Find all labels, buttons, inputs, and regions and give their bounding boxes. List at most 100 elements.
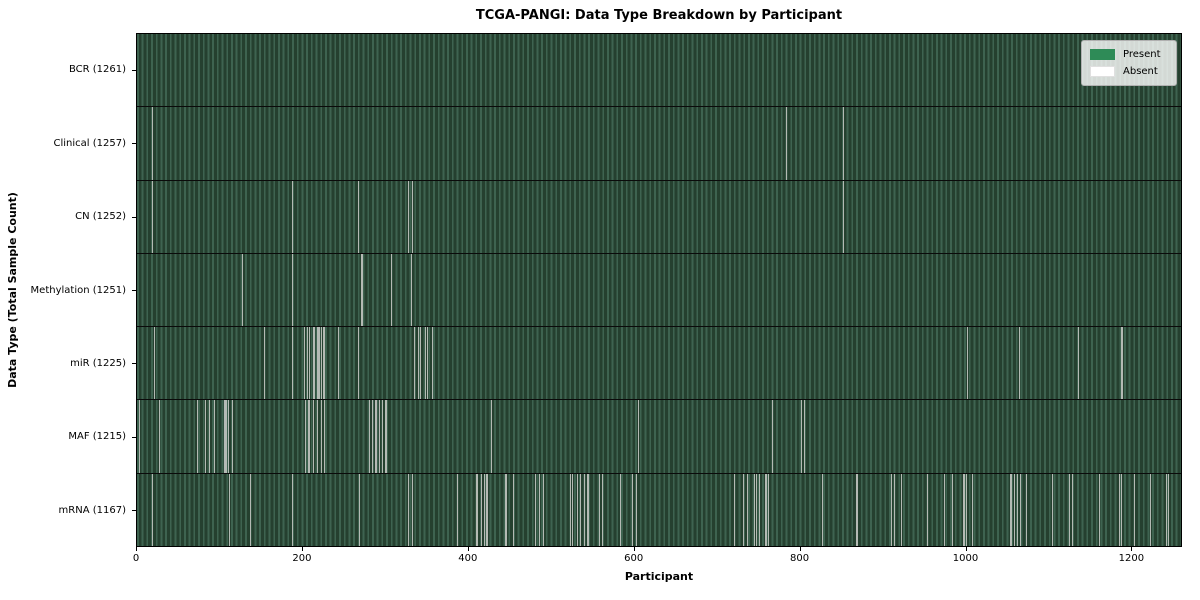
absent-mark	[542, 473, 544, 546]
absent-mark	[264, 327, 266, 400]
legend-item-absent: Absent	[1090, 63, 1168, 80]
absent-mark	[413, 327, 415, 400]
absent-mark	[1133, 473, 1136, 546]
absent-mark	[312, 400, 314, 473]
absent-mark	[1026, 473, 1028, 546]
absent-mark	[361, 253, 363, 327]
absent-mark	[619, 473, 621, 546]
x-tick-mark	[1131, 547, 1133, 551]
absent-mark	[756, 473, 758, 546]
absent-mark	[158, 400, 160, 473]
plot-area	[136, 33, 1182, 547]
y-tick-label-mrna: mRNA (1167)	[58, 504, 126, 516]
absent-mark	[420, 327, 422, 400]
absent-mark	[926, 473, 928, 546]
absent-mark	[204, 400, 207, 473]
x-tick-label-1000: 1000	[952, 553, 979, 564]
heatmap-row-mrna	[137, 473, 1181, 546]
y-tick-label-maf: MAF (1215)	[68, 431, 126, 443]
y-tick-label-bcr: BCR (1261)	[68, 64, 126, 76]
y-tick-mark	[132, 510, 136, 512]
absent-mark	[338, 327, 340, 400]
absent-mark	[228, 473, 230, 546]
absent-mark	[153, 327, 155, 400]
x-tick-label-200: 200	[292, 553, 312, 564]
absent-mark	[843, 107, 845, 180]
absent-mark	[579, 473, 581, 546]
absent-mark	[1019, 473, 1021, 546]
x-axis-label: Participant	[624, 570, 694, 583]
absent-mark	[378, 400, 380, 473]
absent-mark	[372, 400, 374, 473]
absent-mark	[1017, 473, 1019, 546]
absent-mark	[358, 180, 360, 253]
absent-mark	[305, 400, 307, 473]
y-tick-label-methylation: Methylation (1251)	[30, 284, 126, 296]
absent-mark	[232, 400, 234, 473]
x-tick-mark	[136, 547, 137, 551]
absent-mark	[151, 107, 154, 180]
absent-mark	[512, 473, 514, 546]
absent-mark	[843, 180, 845, 253]
absent-mark	[358, 473, 360, 546]
absent-mark	[417, 327, 419, 400]
absent-mark	[1013, 473, 1015, 546]
absent-mark	[151, 473, 153, 546]
absent-mark	[539, 473, 541, 546]
absent-mark	[385, 400, 387, 473]
absent-mark	[323, 327, 325, 400]
absent-mark	[1167, 473, 1169, 546]
absent-mark	[971, 473, 973, 546]
legend: Present Absent	[1081, 40, 1177, 86]
absent-mark	[966, 327, 968, 400]
absent-mark	[151, 180, 154, 253]
absent-mark	[1051, 473, 1053, 546]
absent-mark	[758, 473, 760, 546]
absent-mark	[486, 473, 488, 546]
y-tick-mark	[132, 143, 136, 145]
absent-mark	[743, 473, 745, 546]
absent-mark	[209, 400, 211, 473]
absent-mark	[291, 253, 294, 327]
x-tick-label-1200: 1200	[1118, 553, 1145, 564]
y-tick-mark	[132, 436, 136, 438]
heatmap-row-methylation	[137, 253, 1181, 328]
absent-mark	[291, 180, 293, 253]
absent-mark	[196, 400, 198, 473]
absent-mark	[375, 400, 377, 473]
absent-mark	[1018, 327, 1020, 400]
absent-mark	[309, 327, 311, 400]
y-tick-mark	[132, 290, 136, 291]
absent-mark	[391, 253, 393, 327]
x-tick-mark	[467, 547, 469, 551]
absent-mark	[1120, 327, 1122, 400]
absent-mark	[1071, 473, 1073, 546]
absent-mark	[765, 473, 767, 546]
absent-mark	[242, 253, 244, 327]
x-tick-mark	[965, 547, 967, 551]
absent-mark	[304, 327, 306, 400]
y-axis-label: Data Type (Total Sample Count)	[6, 192, 19, 388]
absent-mark	[291, 473, 293, 546]
y-tick-mark	[132, 363, 136, 365]
absent-mark	[426, 327, 429, 400]
absent-mark	[1122, 327, 1124, 400]
absent-mark	[767, 473, 769, 546]
absent-mark	[733, 473, 736, 546]
absent-mark	[320, 400, 323, 473]
absent-mark	[804, 400, 806, 473]
heatmap-row-cn	[137, 180, 1181, 254]
absent-mark	[963, 473, 965, 546]
y-tick-label-clinical: Clinical (1257)	[53, 137, 127, 149]
absent-mark	[786, 107, 788, 180]
absent-mark	[598, 473, 601, 546]
absent-mark	[572, 473, 574, 546]
absent-mark	[535, 473, 537, 546]
absent-mark	[407, 473, 409, 546]
absent-mark	[358, 327, 360, 400]
absent-mark	[368, 400, 371, 473]
absent-mark	[431, 327, 433, 400]
present-swatch-icon	[1090, 49, 1115, 60]
absent-mark	[476, 473, 478, 546]
